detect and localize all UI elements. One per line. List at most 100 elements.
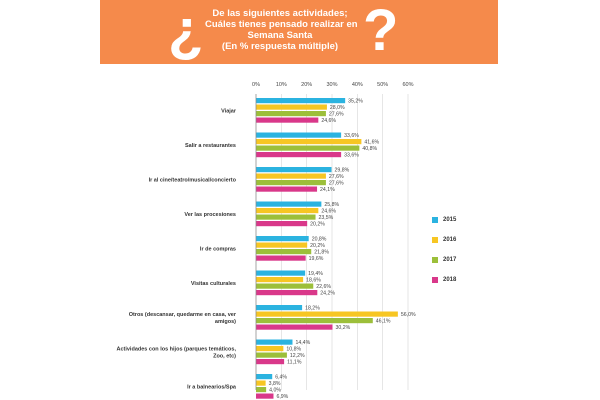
category-label: Visitas culturales <box>191 281 236 287</box>
data-label: 11,1% <box>287 360 302 366</box>
data-label: 10,8% <box>286 347 301 353</box>
x-tick-label: 20% <box>301 82 312 88</box>
data-label: 14,4% <box>295 340 310 346</box>
bar <box>256 311 398 317</box>
bar <box>256 305 303 311</box>
bar <box>256 318 373 324</box>
data-label: 23,5% <box>319 215 334 221</box>
question-mark-left: ¿ <box>168 0 204 63</box>
bar <box>256 221 308 227</box>
legend-item: 2018 <box>432 274 492 286</box>
bar <box>256 359 285 365</box>
bar <box>256 167 332 173</box>
title-line: De las siguientes actividades; <box>212 8 348 19</box>
legend-item: 2015 <box>432 214 492 226</box>
data-label: 29,8% <box>334 168 349 174</box>
bar <box>256 145 360 151</box>
data-label: 21,8% <box>314 250 329 256</box>
category-label: amigos) <box>215 319 236 325</box>
bar <box>256 249 312 255</box>
x-tick-label: 40% <box>352 82 363 88</box>
bar <box>256 393 274 399</box>
data-label: 20,8% <box>312 237 327 243</box>
legend-swatch <box>432 237 438 243</box>
data-label: 19,6% <box>309 256 324 262</box>
legend-swatch <box>432 217 438 223</box>
title-line: (En % respuesta múltiple) <box>221 41 339 52</box>
data-label: 41,6% <box>364 140 379 146</box>
bar <box>256 242 308 248</box>
bar <box>256 117 319 123</box>
data-label: 20,2% <box>310 222 325 228</box>
data-label: 4,0% <box>269 388 281 394</box>
bar <box>256 270 306 276</box>
bar <box>256 255 306 261</box>
bar <box>256 283 314 289</box>
category-label: Ver las procesiones <box>184 212 236 218</box>
x-tick-label: 50% <box>377 82 388 88</box>
category-label: Ir de compras <box>200 246 236 252</box>
legend-item: 2017 <box>432 254 492 266</box>
x-tick-label: 60% <box>402 82 413 88</box>
chart-title: De las siguientes actividades; Cuáles ti… <box>205 8 358 52</box>
category-label: Actividades con los hijos (parques temát… <box>116 346 236 352</box>
data-label: 27,6% <box>329 112 344 118</box>
category-label: Zoo, etc) <box>213 353 236 359</box>
bar <box>256 339 293 345</box>
category-label: Otros (descansar, quedarme en casa, ver <box>129 312 237 318</box>
data-label: 6,9% <box>276 394 288 400</box>
data-label: 18,6% <box>306 278 321 284</box>
data-label: 24,6% <box>321 118 336 124</box>
data-label: 18,2% <box>305 306 320 312</box>
bar <box>256 104 327 110</box>
bar <box>256 352 287 358</box>
bar <box>256 374 273 380</box>
bar <box>256 186 318 192</box>
bar <box>256 214 316 220</box>
title-line: Semana Santa <box>247 30 313 41</box>
x-tick-label: 10% <box>276 82 287 88</box>
data-label: 33,6% <box>344 133 359 139</box>
bar <box>256 346 284 352</box>
data-label: 27,6% <box>329 174 344 180</box>
legend-swatch <box>432 277 438 283</box>
bar <box>256 277 304 283</box>
bar <box>256 180 326 186</box>
bar <box>256 387 267 393</box>
data-label: 24,1% <box>320 187 335 193</box>
bar <box>256 132 342 138</box>
bar <box>256 173 326 179</box>
data-label: 20,2% <box>310 243 325 249</box>
x-tick-label: 30% <box>326 82 337 88</box>
category-label: Viajar <box>221 108 237 114</box>
category-label: Ir a balnearios/Spa <box>187 384 237 390</box>
bar <box>256 201 322 207</box>
bar <box>256 236 309 242</box>
category-label: Ir al cine/teatro/musical/concierto <box>149 177 237 183</box>
bar <box>256 98 346 104</box>
data-label: 19,4% <box>308 271 323 277</box>
bar <box>256 208 319 214</box>
bar <box>256 111 326 117</box>
bar <box>256 139 362 145</box>
data-label: 46,1% <box>376 319 391 325</box>
data-label: 22,6% <box>316 284 331 290</box>
legend-label: 2018 <box>443 277 457 283</box>
bar <box>256 380 266 386</box>
data-label: 28,0% <box>330 105 345 111</box>
title-line: Cuáles tienes pensado realizar en <box>205 19 358 30</box>
data-label: 24,6% <box>321 209 336 215</box>
legend-label: 2017 <box>443 257 457 263</box>
header-banner <box>100 0 498 64</box>
bar <box>256 324 333 330</box>
category-label: Salir a restaurantes <box>185 143 236 149</box>
data-label: 27,6% <box>329 181 344 187</box>
x-tick-label: 0% <box>252 82 260 88</box>
data-label: 30,2% <box>336 325 351 331</box>
bar <box>256 152 342 158</box>
legend-swatch <box>432 257 438 263</box>
data-label: 25,8% <box>324 202 339 208</box>
chart-legend: 2015 2016 2017 2018 <box>432 214 492 294</box>
data-label: 40,8% <box>362 146 377 152</box>
